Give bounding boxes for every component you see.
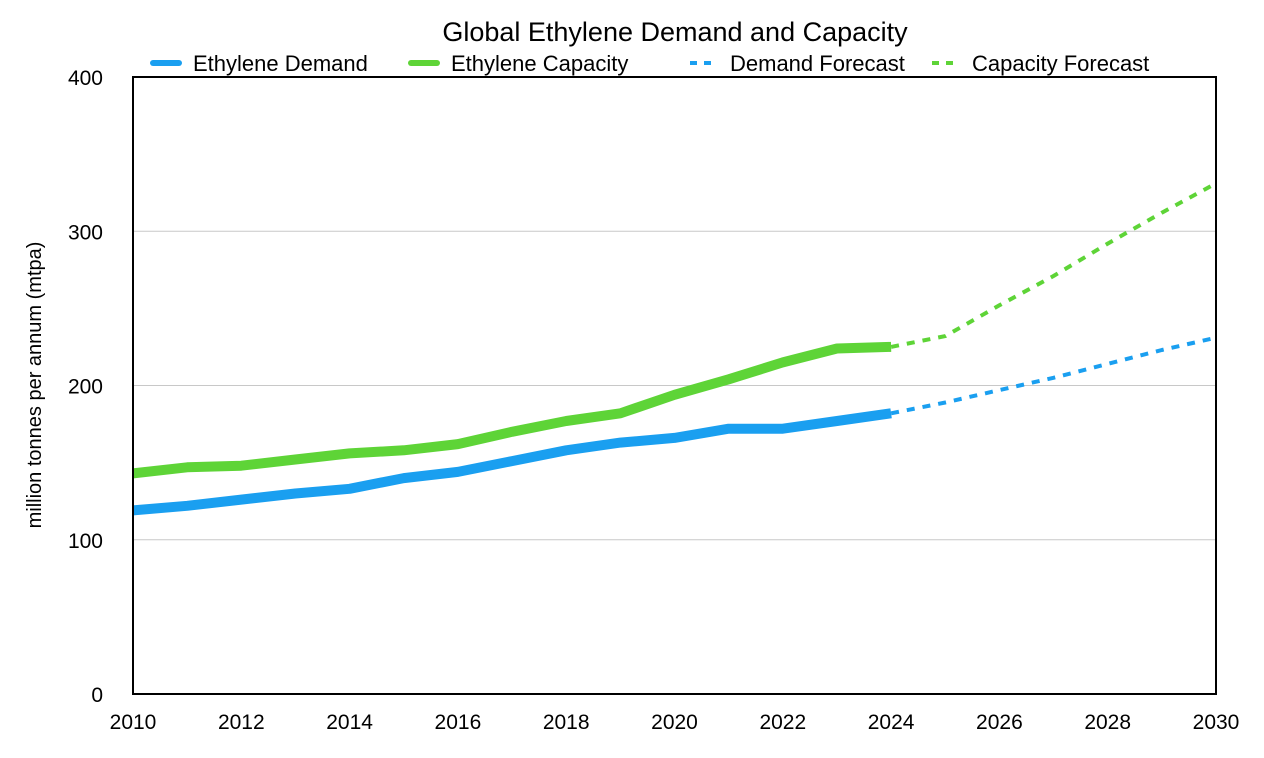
x-tick-label: 2014 <box>326 711 373 734</box>
plot-frame <box>132 76 1217 695</box>
x-tick-label: 2018 <box>543 711 590 734</box>
x-tick-label: 2012 <box>218 711 265 734</box>
x-tick-label: 2030 <box>1193 711 1240 734</box>
y-axis-ticks: 0 100 200 300 400 <box>68 67 103 707</box>
series-line-ethylene-demand <box>132 408 892 516</box>
y-tick-label: 0 <box>91 684 103 707</box>
x-tick-label: 2028 <box>1084 711 1131 734</box>
y-tick-label: 100 <box>68 530 103 553</box>
x-tick-label: 2024 <box>868 711 915 734</box>
x-tick-label: 2010 <box>110 711 157 734</box>
y-tick-label: 200 <box>68 376 103 399</box>
grid <box>133 230 1216 541</box>
x-tick-label: 2026 <box>976 711 1023 734</box>
series-line-capacity-forecast <box>890 181 1217 349</box>
legend-label-ethylene-demand: Ethylene Demand <box>193 51 368 76</box>
x-tick-label: 2016 <box>435 711 482 734</box>
x-tick-label: 2022 <box>759 711 806 734</box>
x-axis-ticks: 2010 2012 2014 2016 2018 2020 2022 2024 2026 2028… <box>110 711 1240 734</box>
y-tick-label: 300 <box>68 221 103 244</box>
y-tick-label: 400 <box>68 67 103 90</box>
legend-label-capacity-forecast: Capacity Forecast <box>972 51 1149 76</box>
series-line-ethylene-capacity <box>132 341 892 479</box>
x-tick-label: 2020 <box>651 711 698 734</box>
chart-title: Global Ethylene Demand and Capacity <box>442 17 908 47</box>
series-line-demand-forecast <box>890 335 1217 416</box>
y-axis-label: million tonnes per annum (mtpa) <box>24 242 46 529</box>
legend-label-ethylene-capacity: Ethylene Capacity <box>451 51 628 76</box>
legend-label-demand-forecast: Demand Forecast <box>730 51 905 76</box>
series-layer <box>132 181 1217 516</box>
legend: Ethylene Demand Ethylene Capacity Demand F… <box>150 51 1149 76</box>
